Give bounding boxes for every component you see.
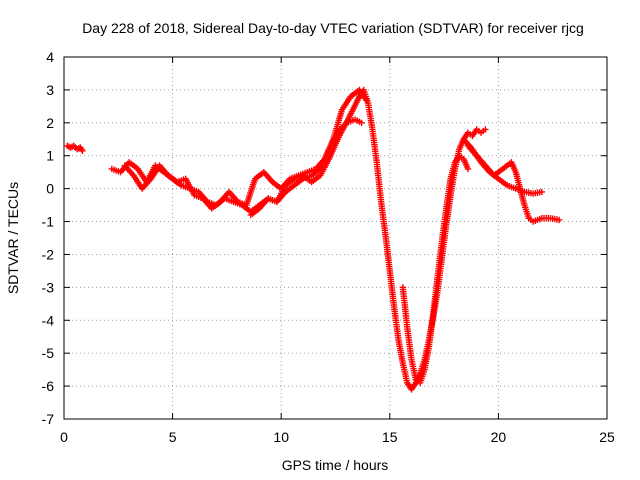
x-tick-label: 5 [169, 429, 177, 445]
data-point [538, 188, 546, 196]
data-point [556, 216, 563, 224]
y-tick-label: -3 [42, 279, 55, 295]
x-axis-label: GPS time / hours [282, 457, 389, 473]
y-tick-label: 3 [46, 82, 54, 98]
series-track [64, 142, 86, 154]
y-tick-label: -5 [42, 345, 55, 361]
y-tick-label: -1 [42, 214, 55, 230]
y-tick-label: -6 [42, 378, 55, 394]
series-track [247, 86, 489, 393]
y-tick-label: 1 [46, 148, 54, 164]
y-tick-label: -4 [42, 312, 55, 328]
x-tick-label: 15 [382, 429, 398, 445]
data-point [464, 165, 472, 173]
grid-lines [64, 57, 607, 419]
x-tick-label: 10 [273, 429, 289, 445]
axis-ticks: 0 5 10 15 20 25 -7 -6 -5 -4 -3 -2 -1 0 1 2 3 4 [42, 49, 615, 445]
data-point [482, 126, 489, 133]
chart-title: Day 228 of 2018, Sidereal Day-to-day VTE… [82, 20, 584, 36]
y-tick-label: 4 [46, 49, 54, 65]
y-tick-label: -2 [42, 246, 55, 262]
data-points [64, 86, 563, 393]
x-tick-label: 20 [491, 429, 507, 445]
y-tick-label: 2 [46, 115, 54, 131]
plot-frame [63, 56, 608, 420]
data-point [358, 119, 365, 127]
series-track [464, 142, 563, 225]
data-point [79, 147, 86, 154]
x-tick-label: 0 [60, 429, 68, 445]
y-axis-label: SDTVAR / TECUs [5, 182, 21, 294]
series-track [399, 152, 472, 386]
y-tick-label: -7 [42, 411, 55, 427]
x-tick-label: 25 [599, 429, 615, 445]
y-tick-label: 0 [46, 181, 54, 197]
